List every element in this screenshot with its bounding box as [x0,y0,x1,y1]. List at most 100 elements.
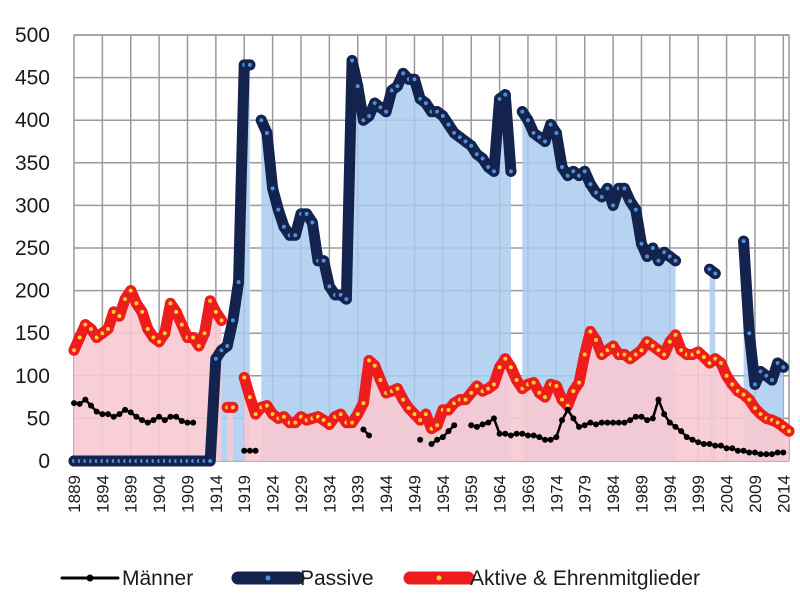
x-axis-tick-labels: 1889 1894 1899 1904 1909 1914 1919 1924 1929 1934… [65,475,793,513]
aktive-point [140,309,145,314]
x-tick-label: 1929 [292,475,311,513]
passive-point [622,186,627,191]
aktive-point [128,288,133,293]
aktive-point [560,397,565,402]
passive-point [236,280,241,285]
passive-point [645,254,650,259]
x-tick-label: 2004 [718,475,737,513]
aktive-point [662,352,667,357]
passive-point [230,318,235,323]
aktive-point [219,318,224,323]
maenner-point [76,400,83,407]
x-tick-label: 1934 [320,475,339,513]
maenner-point [655,396,662,403]
passive-point [338,292,343,297]
passive-point [520,109,525,114]
passive-point [452,130,457,135]
maenner-point [468,422,475,429]
x-tick-label: 1924 [264,475,283,513]
passive-point [321,258,326,263]
y-tick-label: 100 [15,365,50,388]
passive-point [457,135,462,140]
aktive-point [77,335,82,340]
aktive-point [707,361,712,366]
maenner-point [706,440,713,447]
maenner-point [780,449,787,456]
maenner-point [757,451,764,458]
maenner-point [161,417,168,424]
maenner-point [507,432,514,439]
passive-point [446,122,451,127]
aktive-point [230,405,235,410]
aktive-point [531,380,536,385]
passive-point [781,365,786,370]
maenner-point [774,449,781,456]
maenner-point [751,449,758,456]
aktive-point [724,373,729,378]
passive-point [208,459,213,463]
aktive-point [418,418,423,423]
maenner-point [445,428,452,435]
aktive-point [599,352,604,357]
aktive-point [571,389,576,394]
x-tick-label: 1949 [405,475,424,513]
maenner-point [360,426,367,433]
maenner-point [167,413,174,420]
legend-marker-maenner [86,574,94,582]
aktive-point [179,322,184,327]
maenner-point [485,419,492,426]
y-tick-label: 200 [15,280,50,303]
aktive-point [503,356,508,361]
passive-point [361,118,366,123]
legend-label-passive: Passive [300,567,374,590]
passive-point [293,233,298,238]
aktive-point [412,412,417,417]
aktive-point [378,378,383,383]
y-tick-label: 450 [15,67,50,90]
aktive-point [100,331,105,336]
maenner-point [734,447,741,454]
aktive-point [395,386,400,391]
maenner-point [672,423,679,430]
passive-point [628,199,633,204]
aktive-point [628,356,633,361]
aktive-point [157,339,162,344]
aktive-point [565,403,570,408]
passive-point [599,194,604,199]
passive-point [423,101,428,106]
aktive-point [213,309,218,314]
aktive-point [508,365,513,370]
passive-point [281,224,286,229]
y-tick-label: 50 [27,407,50,430]
aktive-point [752,406,757,411]
passive-point [395,84,400,89]
aktive-point [338,412,343,417]
maenner-point [576,423,583,430]
maenner-point [593,421,600,428]
series-markers [68,55,795,467]
x-tick-label: 1999 [689,475,708,513]
aktive-point [151,335,156,340]
passive-point [474,152,479,157]
x-tick-label: 1944 [377,475,396,513]
passive-point [259,118,264,123]
aktive-point [741,392,746,397]
passive-point [213,356,218,361]
aktive-point [781,424,786,429]
legend-marker-passive [265,575,271,581]
maenner-point [740,447,747,454]
passive-point [384,109,389,114]
aktive-point [264,403,269,408]
x-tick-label: 1984 [604,475,623,513]
passive-point [355,84,360,89]
maenner-point [246,447,253,454]
x-tick-label: 1974 [547,475,566,513]
passive-point [344,297,349,302]
aktive-point [611,343,616,348]
aktive-point [718,361,723,366]
x-tick-label: 2014 [774,475,793,513]
passive-point [440,113,445,118]
aktive-point [253,412,258,417]
aktive-point [577,380,582,385]
aktive-point [469,390,474,395]
